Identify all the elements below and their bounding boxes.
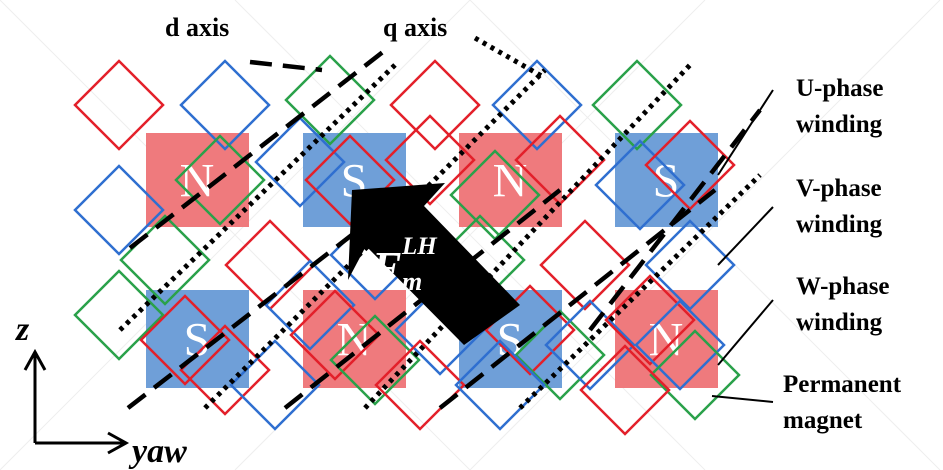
q-axis-lines [118, 35, 762, 410]
winding-coils [73, 54, 741, 436]
u-phase-coil [389, 59, 481, 151]
u-phase-coil [384, 114, 476, 206]
v-phase-coil [264, 259, 356, 351]
force-arrow: F LH m [348, 183, 520, 345]
u-phase-coil [374, 339, 466, 431]
z-axis-arrowhead [23, 348, 47, 371]
q-axis-label: q axis [383, 13, 447, 42]
w-phase-coil [649, 329, 741, 421]
v-phase-coil [544, 299, 636, 391]
magnet-bottom-4 [615, 290, 718, 388]
v-phase-coil [73, 164, 165, 256]
force-superscript: LH [401, 233, 438, 260]
w-phase-coil [73, 269, 165, 361]
magnet-letter-bottom-4: N [649, 314, 684, 367]
legend-w-line1: W-phase [796, 273, 890, 300]
force-arrow-shape [348, 183, 520, 345]
legend-pm-line1: Permanent [783, 371, 902, 398]
force-subscript: m [402, 267, 422, 296]
v-phase-coil [254, 116, 346, 208]
u-phase-leader [717, 89, 774, 176]
u-phase-coil [289, 289, 381, 381]
v-phase-coil [454, 339, 546, 431]
v-phase-coil [644, 219, 736, 311]
legend-u-line2: winding [796, 111, 883, 138]
legend-v-line1: V-phase [796, 175, 882, 202]
yaw-axis-label: yaw [128, 433, 187, 470]
magnet-letters: N S N S S N S N [180, 155, 684, 367]
magnet-letter-top-4: S [653, 155, 680, 208]
legend-w-line2: winding [796, 309, 883, 336]
u-phase-coil [539, 219, 631, 311]
legend-u-line1: U-phase [796, 75, 884, 102]
legend: U-phase winding V-phase winding W-phase … [783, 75, 902, 434]
legend-leaders [711, 89, 774, 403]
w-phase-coil [284, 54, 376, 146]
legend-pm-line2: magnet [783, 407, 863, 434]
force-symbol: F [371, 243, 401, 292]
d-axis-label: d axis [165, 13, 229, 42]
v-phase-coil [491, 59, 583, 151]
magnet-top-3 [459, 133, 562, 227]
v-phase-coil [634, 299, 726, 391]
legend-v-line2: winding [796, 211, 883, 238]
w-phase-coil [174, 134, 266, 226]
yaw-axis-arrowhead [107, 431, 130, 455]
z-axis-label: z [15, 311, 30, 348]
w-phase-leader [717, 299, 774, 366]
w-phase-coil [514, 309, 606, 401]
u-phase-coil [644, 119, 736, 211]
w-phase-coil [591, 59, 683, 151]
u-phase-coil [73, 59, 165, 151]
v-phase-coil [179, 59, 271, 151]
magnet-letter-bottom-1: S [184, 314, 211, 367]
w-phase-coil [329, 314, 421, 406]
v-phase-coil [594, 139, 686, 231]
u-phase-coil [139, 294, 231, 386]
u-phase-coil [304, 134, 396, 226]
u-phase-coil [579, 344, 671, 436]
u-phase-coil [604, 274, 696, 366]
magnet-letter-top-3: N [493, 155, 528, 208]
v-phase-leader [717, 206, 774, 266]
magnet-leader [711, 395, 774, 403]
coordinate-axes [23, 348, 130, 455]
